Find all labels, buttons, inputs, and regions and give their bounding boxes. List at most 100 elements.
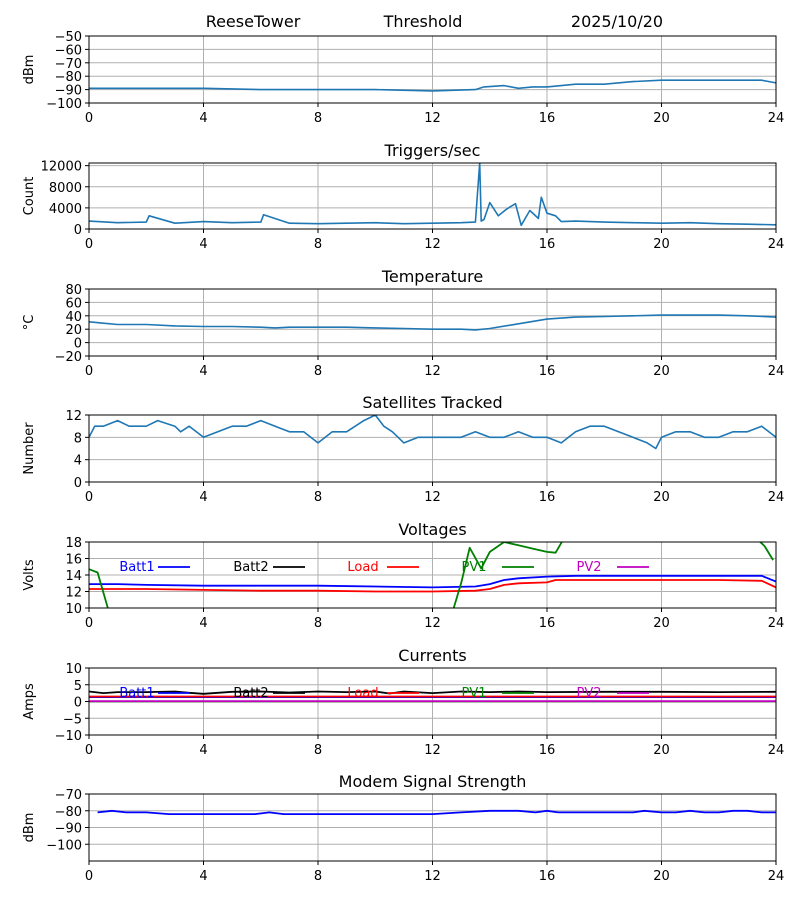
x-tick-label: 4	[199, 111, 207, 126]
x-tick-label: 0	[85, 490, 93, 505]
x-tick-label: 20	[653, 364, 670, 379]
y-axis-label: dBm	[22, 813, 37, 843]
x-tick-label: 4	[199, 743, 207, 758]
legend-label: Load	[347, 560, 378, 575]
chart-title: Temperature	[381, 267, 483, 286]
x-tick-label: 12	[424, 490, 441, 505]
y-tick-label: −50	[55, 30, 82, 45]
x-tick-label: 0	[85, 111, 93, 126]
y-tick-label: 60	[65, 296, 82, 311]
y-tick-label: 4000	[49, 202, 82, 217]
x-tick-label: 20	[653, 111, 670, 126]
y-tick-label: −60	[55, 43, 82, 58]
chart-triggers: 0 4 8 12 16 20 24 0 4000 8000 12000 Triggers/sec Cou…	[22, 141, 784, 252]
x-tick-label: 16	[539, 490, 556, 505]
legend-label: PV1	[461, 686, 486, 701]
x-tick-label: 16	[539, 111, 556, 126]
y-tick-label: −5	[63, 712, 82, 727]
y-tick-label: 12	[65, 409, 82, 424]
legend-label: Load	[347, 686, 378, 701]
x-tick-label: 8	[314, 111, 322, 126]
y-tick-label: −70	[55, 57, 82, 72]
x-tick-label: 20	[653, 743, 670, 758]
y-tick-label: 16	[65, 553, 82, 568]
y-tick-label: 0	[74, 476, 82, 491]
threshold-title: Threshold	[383, 12, 463, 31]
x-tick-label: 8	[314, 364, 322, 379]
series-line-threshold	[89, 79, 776, 92]
x-tick-label: 24	[768, 490, 785, 505]
x-tick-label: 4	[199, 237, 207, 252]
y-axis-label: dBm	[22, 55, 37, 85]
y-tick-label: 10	[65, 662, 82, 677]
series-line-load	[89, 579, 776, 593]
y-axis-label: Volts	[22, 559, 37, 591]
y-tick-label: 10	[65, 602, 82, 617]
y-tick-label: −100	[46, 97, 82, 112]
legend-label: Batt1	[119, 686, 154, 701]
x-tick-label: 4	[199, 869, 207, 884]
x-tick-label: 16	[539, 364, 556, 379]
chart-title: Currents	[398, 646, 466, 665]
y-tick-label: −80	[55, 70, 82, 85]
series-line-modem	[97, 809, 776, 815]
y-tick-label: −20	[55, 350, 82, 365]
y-tick-label: 12	[65, 586, 82, 601]
x-tick-label: 8	[314, 490, 322, 505]
y-tick-label: 0	[74, 696, 82, 711]
y-axis-label: Count	[22, 177, 37, 216]
y-axis-label: Number	[22, 422, 37, 475]
y-tick-label: −80	[55, 805, 82, 820]
x-tick-label: 20	[653, 490, 670, 505]
x-tick-label: 12	[424, 364, 441, 379]
date-label: 2025/10/20	[571, 12, 663, 31]
x-tick-label: 16	[539, 616, 556, 631]
x-tick-label: 12	[424, 869, 441, 884]
legend-label: PV1	[461, 560, 486, 575]
y-tick-label: 80	[65, 283, 82, 298]
x-tick-label: 24	[768, 364, 785, 379]
y-axis-label: Amps	[22, 683, 37, 720]
x-tick-label: 24	[768, 237, 785, 252]
x-tick-label: 8	[314, 869, 322, 884]
series-line-batt2	[89, 690, 776, 695]
x-tick-label: 0	[85, 869, 93, 884]
chart-title: Triggers/sec	[384, 141, 481, 160]
legend-label: Batt2	[233, 686, 268, 701]
x-tick-label: 24	[768, 616, 785, 631]
x-tick-label: 8	[314, 743, 322, 758]
legend-label: PV2	[576, 560, 601, 575]
y-tick-label: 40	[65, 310, 82, 325]
x-tick-label: 12	[424, 237, 441, 252]
chart-threshold: 0 4 8 12 16 20 24 −100−90−80−70−60−50 dBm	[22, 30, 784, 126]
y-tick-label: 4	[74, 454, 82, 469]
x-tick-label: 8	[314, 237, 322, 252]
x-tick-label: 16	[539, 237, 556, 252]
x-tick-label: 24	[768, 743, 785, 758]
x-tick-label: 20	[653, 616, 670, 631]
x-tick-label: 12	[424, 743, 441, 758]
x-tick-label: 8	[314, 616, 322, 631]
chart-title: Modem Signal Strength	[339, 772, 527, 791]
series-line-triggers	[89, 163, 776, 227]
y-tick-label: 18	[65, 536, 82, 551]
station-name: ReeseTower	[206, 12, 301, 31]
series-line-batt1	[89, 574, 776, 589]
y-tick-label: 0	[74, 337, 82, 352]
y-tick-label: −100	[46, 838, 82, 853]
y-tick-label: 0	[74, 223, 82, 238]
legend-label: Batt2	[233, 560, 268, 575]
x-tick-label: 0	[85, 364, 93, 379]
y-axis-label: °C	[22, 315, 37, 331]
y-tick-label: 8	[74, 431, 82, 446]
chart-modem: 0 4 8 12 16 20 24 −100−90 −80 −70 Modem Signal Str…	[22, 772, 784, 884]
x-tick-label: 4	[199, 490, 207, 505]
series-line-temperature	[89, 314, 776, 331]
chart-title: Satellites Tracked	[362, 393, 502, 412]
x-tick-label: 20	[653, 237, 670, 252]
x-tick-label: 4	[199, 616, 207, 631]
